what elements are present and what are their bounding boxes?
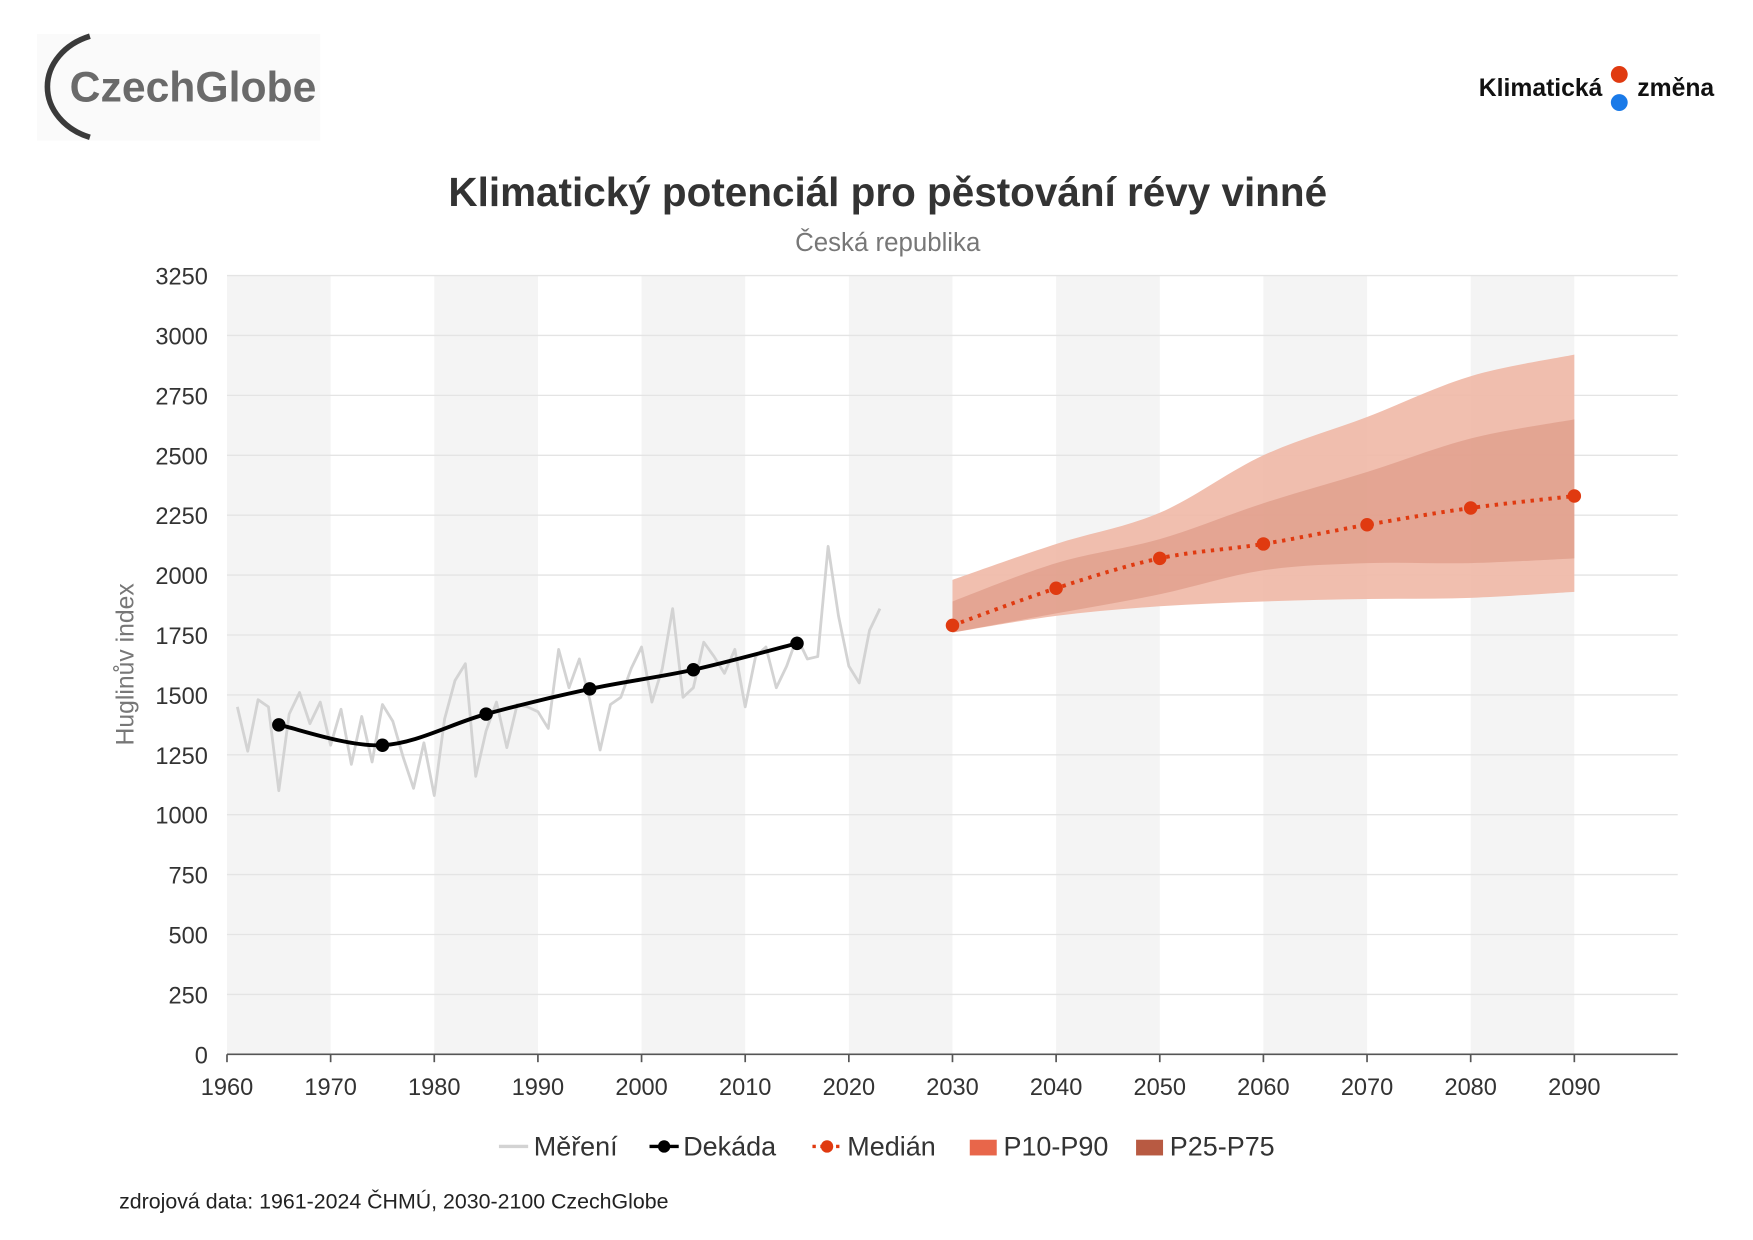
x-tick-label: 2060 (1237, 1074, 1289, 1100)
decade-point (582, 682, 597, 696)
legend: Měření Dekáda Medián P10-P90 P25-P75 (498, 1131, 1275, 1161)
y-tick-label: 2250 (155, 503, 207, 529)
legend-label-p10-p90: P10-P90 (1003, 1131, 1108, 1161)
p25-p75-band (952, 419, 1575, 633)
x-tick-label: 1990 (512, 1074, 564, 1100)
y-tick-label: 0 (195, 1042, 208, 1068)
y-tick-label: 1000 (155, 803, 207, 829)
czechglobe-logo: CzechGlobe (37, 33, 321, 141)
blue-drop-icon (1610, 94, 1628, 111)
x-tick-label: 1960 (201, 1074, 253, 1100)
median-point (1256, 537, 1271, 551)
y-axis-label: Huglinův index (113, 583, 140, 746)
x-tick-label: 2090 (1548, 1074, 1600, 1100)
chart-title: Klimatický potenciál pro pěstování révy … (448, 169, 1327, 215)
median-point (1463, 501, 1478, 515)
x-tick-label: 2020 (823, 1074, 875, 1100)
legend-marker-dekada (657, 1140, 671, 1153)
median-point (1567, 489, 1582, 503)
y-tick-label: 2500 (155, 443, 207, 469)
legend-label-median: Medián (847, 1131, 935, 1161)
y-tick-label: 750 (169, 863, 208, 889)
logo-arc (44, 33, 91, 141)
decade-point (686, 662, 701, 677)
y-tick-label: 500 (169, 923, 208, 949)
source-note: zdrojová data: 1961-2024 ČHMÚ, 2030-2100… (119, 1188, 668, 1213)
x-tick-label: 2050 (1134, 1074, 1186, 1100)
legend-label-mereni: Měření (534, 1131, 618, 1161)
y-tick-label: 250 (169, 982, 208, 1008)
median-point (1049, 581, 1063, 596)
klimaticka-zmena-logo: Klimatická změna (1479, 66, 1714, 111)
x-tick-label: 2080 (1444, 1074, 1496, 1100)
x-tick-label: 2000 (615, 1074, 667, 1100)
y-tick-label: 3250 (155, 264, 207, 290)
x-tick-label: 1980 (408, 1074, 460, 1100)
logo-text-1: Klimatická (1479, 75, 1603, 102)
median-point (1360, 518, 1374, 532)
czechglobe-logo-text: CzechGlobe (70, 63, 317, 111)
decade-point (272, 718, 286, 732)
legend-marker-median (820, 1140, 834, 1153)
x-tick-label: 1970 (304, 1074, 356, 1100)
decade-shade-band (1263, 275, 1368, 1055)
decade-point (790, 636, 804, 651)
legend-swatch-p10-p90 (969, 1139, 997, 1156)
legend-label-dekada: Dekáda (683, 1131, 776, 1161)
decade-shade-band (434, 275, 538, 1055)
chart-subtitle: Česká republika (795, 228, 981, 257)
y-tick-label: 1750 (155, 623, 207, 649)
x-tick-label: 2040 (1030, 1074, 1082, 1100)
decade-shade-band (848, 275, 953, 1055)
median-point (945, 618, 960, 633)
legend-swatch-p25-p75 (1136, 1139, 1164, 1156)
x-tick-label: 2070 (1341, 1074, 1393, 1100)
decade-shade-band (226, 275, 331, 1055)
y-tick-label: 3000 (155, 323, 207, 349)
y-tick-label: 2000 (155, 563, 207, 589)
measured-line (235, 544, 882, 797)
y-tick-label: 1250 (155, 743, 207, 769)
decade-point (375, 738, 390, 752)
legend-label-p25-p75: P25-P75 (1170, 1131, 1275, 1161)
median-point (1153, 551, 1167, 566)
x-tick-label: 2010 (719, 1074, 771, 1100)
decade-point (479, 707, 493, 721)
decade-shade-band (1056, 275, 1160, 1055)
logo-text-2: změna (1637, 75, 1714, 102)
red-drop-icon (1610, 66, 1628, 83)
y-tick-label: 1500 (155, 683, 207, 709)
decade-line (278, 641, 798, 748)
y-tick-label: 2750 (155, 383, 207, 409)
x-tick-label: 2030 (926, 1074, 978, 1100)
